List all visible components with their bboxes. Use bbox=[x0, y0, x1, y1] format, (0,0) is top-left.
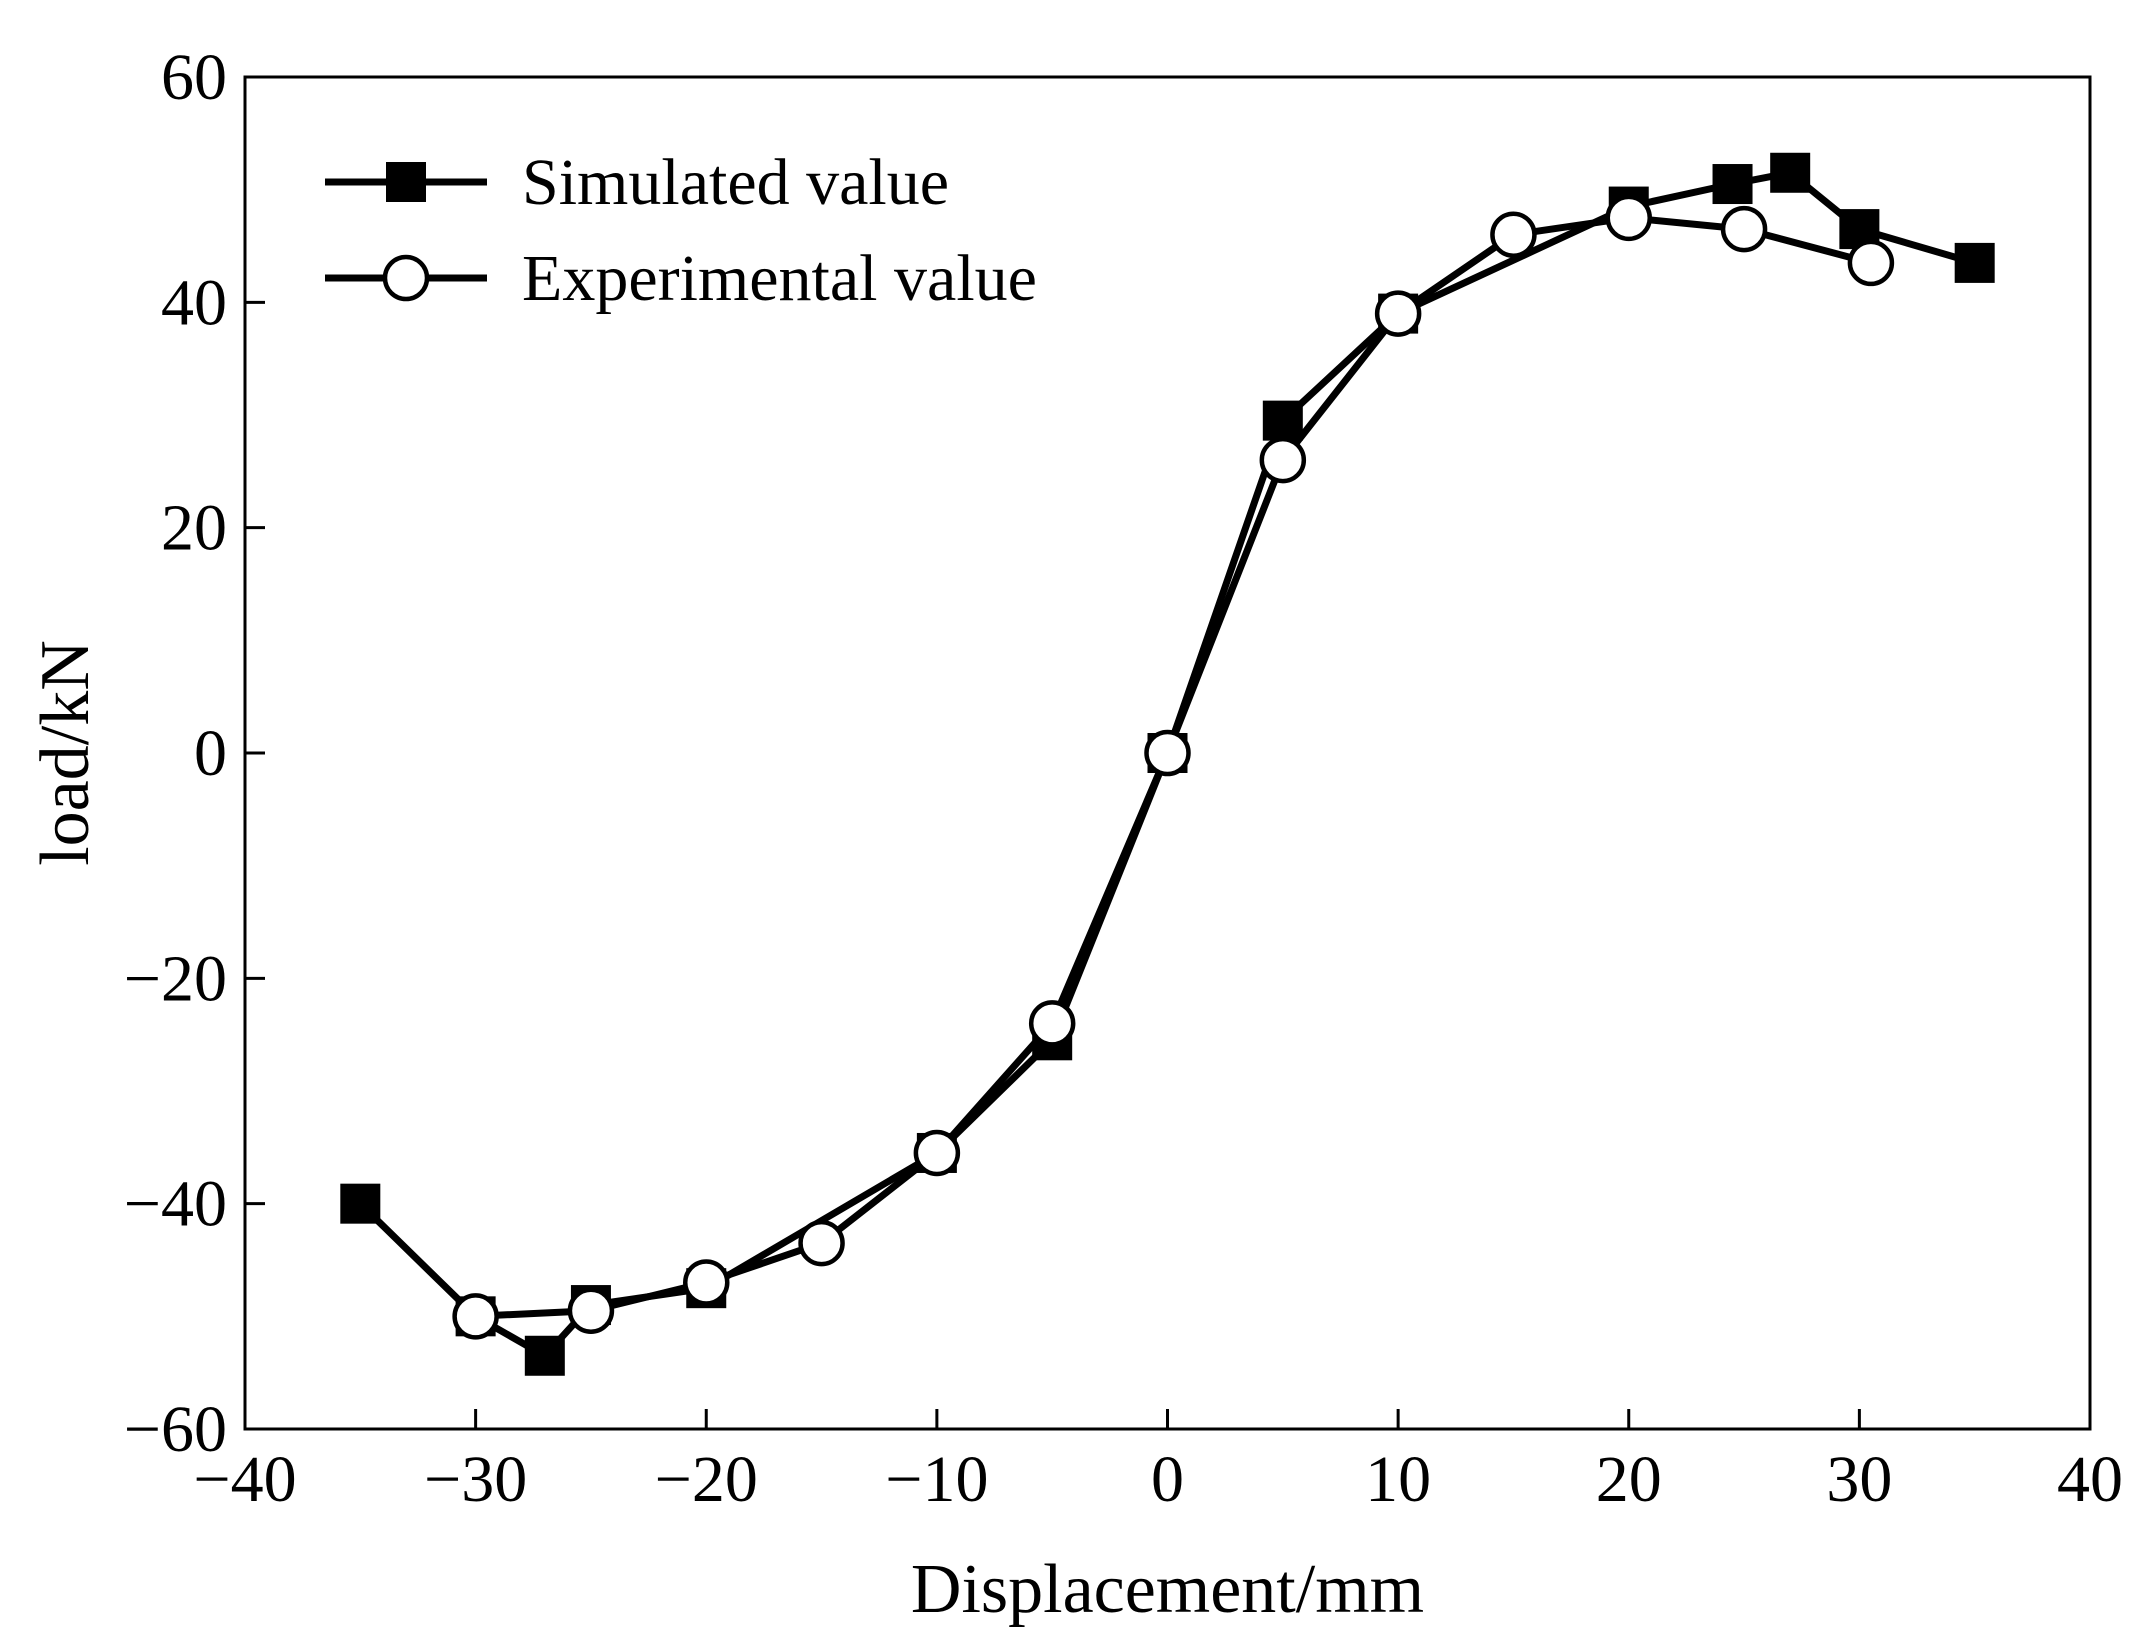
x-axis-title: Displacement/mm bbox=[911, 1551, 1424, 1628]
data-point bbox=[1259, 436, 1307, 484]
y-tick-label: 60 bbox=[161, 41, 227, 114]
legend-label: Simulated value bbox=[522, 146, 949, 219]
data-point bbox=[1605, 194, 1652, 242]
x-tick-label: 30 bbox=[1826, 1443, 1892, 1516]
legend-entry: Simulated value bbox=[325, 146, 949, 219]
data-point bbox=[1490, 211, 1537, 258]
data-point bbox=[1144, 729, 1191, 777]
legend-marker bbox=[386, 162, 426, 202]
legend-label: Experimental value bbox=[522, 242, 1037, 315]
y-tick-label: −40 bbox=[124, 1168, 227, 1241]
y-axis-title: load/kN bbox=[27, 640, 104, 866]
data-point bbox=[1374, 290, 1422, 337]
data-point bbox=[1847, 239, 1895, 287]
data-point bbox=[1262, 400, 1303, 441]
data-point bbox=[1712, 164, 1753, 205]
data-point bbox=[1770, 152, 1811, 193]
data-point bbox=[798, 1219, 845, 1267]
x-tick-label: −20 bbox=[655, 1443, 758, 1516]
data-point bbox=[567, 1287, 615, 1334]
data-point bbox=[1028, 1000, 1076, 1047]
data-point bbox=[1720, 205, 1768, 253]
series-experimental bbox=[452, 194, 1895, 1340]
x-tick-label: −30 bbox=[424, 1443, 527, 1516]
y-tick-label: −60 bbox=[124, 1393, 227, 1466]
y-tick-label: 20 bbox=[161, 492, 227, 565]
data-point bbox=[524, 1335, 565, 1376]
data-point bbox=[1954, 242, 1995, 283]
legend-marker bbox=[382, 254, 430, 302]
data-point bbox=[913, 1129, 961, 1177]
data-point bbox=[340, 1183, 381, 1224]
x-tick-label: 20 bbox=[1596, 1443, 1662, 1516]
axis-titles: Displacement/mm load/kN bbox=[27, 640, 1424, 1628]
legend-entry: Experimental value bbox=[325, 242, 1037, 315]
legend: Simulated value Experimental value bbox=[325, 146, 1037, 315]
data-point bbox=[683, 1259, 730, 1306]
x-tick-label: 40 bbox=[2057, 1443, 2123, 1516]
y-tick-label: 40 bbox=[161, 266, 227, 339]
x-tick-label: −10 bbox=[885, 1443, 988, 1516]
data-point bbox=[452, 1293, 499, 1340]
y-tick-label: 0 bbox=[194, 717, 227, 790]
series-layer bbox=[340, 152, 1995, 1376]
y-tick-label: −20 bbox=[124, 942, 227, 1015]
x-tick-label: 0 bbox=[1151, 1443, 1184, 1516]
x-tick-label: 10 bbox=[1365, 1443, 1431, 1516]
x-tick-label: −40 bbox=[193, 1443, 296, 1516]
